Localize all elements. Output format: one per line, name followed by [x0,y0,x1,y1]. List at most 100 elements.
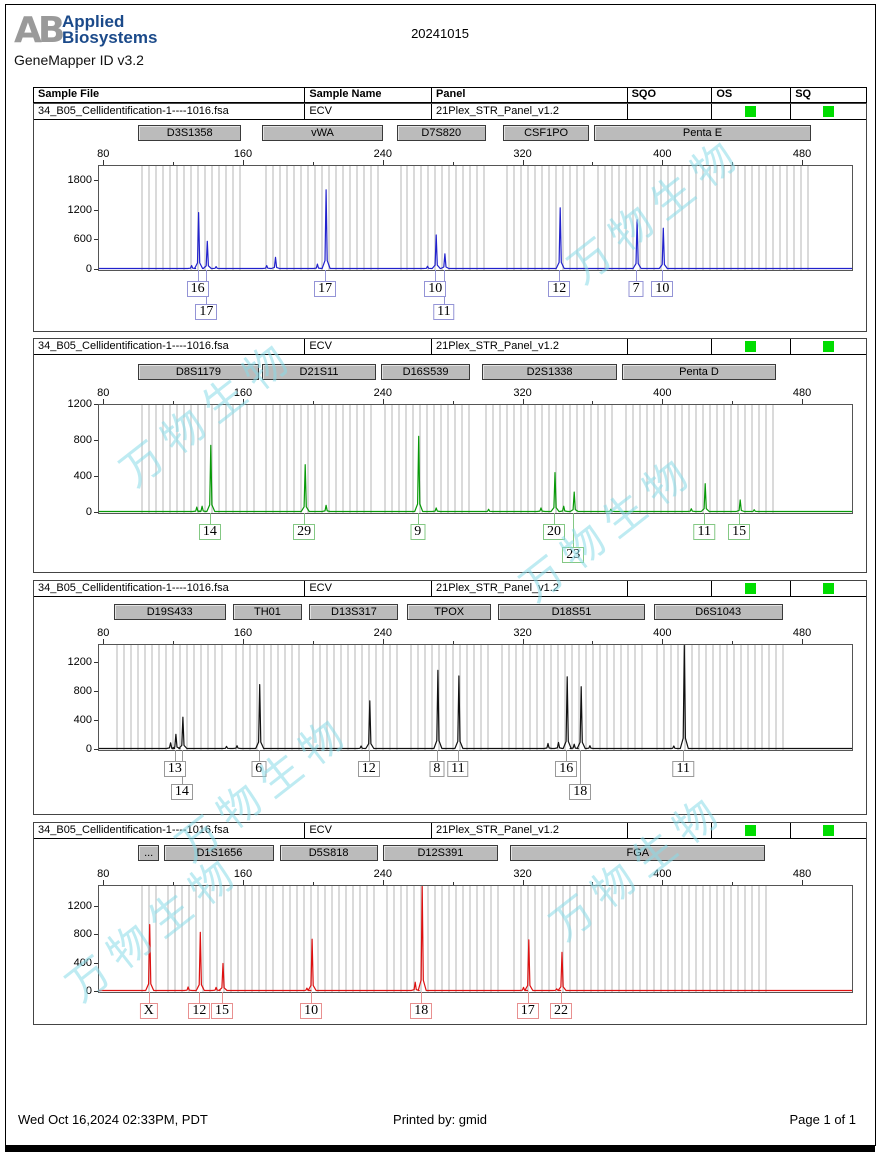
allele-label[interactable]: 16 [555,761,578,777]
y-tick-mark [94,906,98,908]
allele-label[interactable]: 17 [516,1003,539,1019]
x-tick-label: 400 [653,868,672,880]
y-tick-mark [94,512,98,513]
x-tick-label: 160 [233,148,253,160]
allele-label[interactable]: 11 [693,524,715,540]
allele-connector [174,750,176,761]
allele-label[interactable]: 7 [628,281,644,297]
marker-button-D19S433[interactable]: D19S433 [113,604,226,620]
x-tick-mark [382,639,384,644]
x-minor-tick-mark [173,641,175,644]
y-tick-mark [94,440,98,441]
allele-label[interactable]: 13 [163,761,186,777]
allele-label[interactable]: 10 [651,281,674,297]
allele-connector [435,270,437,281]
allele-label[interactable]: 14 [170,784,193,800]
marker-button-D12S391[interactable]: D12S391 [382,845,499,861]
y-tick-mark [94,691,98,693]
allele-label[interactable]: 17 [314,281,337,297]
sqo-cell [628,581,713,596]
marker-button-PentaD[interactable]: Penta D [622,364,776,380]
x-tick-mark [382,160,384,165]
x-minor-tick-mark [732,401,734,404]
allele-label[interactable]: 17 [195,304,218,320]
allele-label[interactable]: 11 [447,761,469,777]
x-tick-mark [802,160,804,165]
allele-label[interactable]: 14 [198,524,221,540]
marker-button-[interactable]: ... [138,845,160,861]
marker-button-D6S1043[interactable]: D6S1043 [653,604,783,620]
x-tick-mark [382,399,384,404]
marker-button-vWA[interactable]: vWA [262,125,383,141]
marker-button-TH01[interactable]: TH01 [232,604,303,620]
x-tick-mark [662,880,664,885]
x-minor-tick-mark [592,641,594,644]
x-minor-tick-mark [732,162,734,165]
allele-label[interactable]: 22 [549,1003,572,1019]
allele-label[interactable]: 23 [562,547,585,563]
allele-label[interactable]: 18 [410,1003,433,1019]
marker-button-D21S11[interactable]: D21S11 [262,364,376,380]
allele-label[interactable]: 20 [542,524,565,540]
col-sample-file: Sample File [34,88,306,102]
app-version: GeneMapper ID v3.2 [14,52,144,68]
footer-page-number: Page 1 of 1 [789,1112,857,1127]
x-tick-label: 80 [97,148,110,160]
marker-button-D7S820[interactable]: D7S820 [396,125,486,141]
electropherogram-plot [98,165,853,271]
y-tick-mark [94,662,98,664]
marker-button-D18S51[interactable]: D18S51 [498,604,645,620]
logo-line2: Biosystems [62,28,158,47]
x-tick-mark [243,399,244,404]
allele-label[interactable]: 6 [251,761,267,777]
marker-button-D5S818[interactable]: D5S818 [279,845,378,861]
allele-label[interactable]: 15 [211,1003,234,1019]
x-tick-label: 160 [233,627,253,639]
y-tick-label: 1200 [67,900,92,913]
allele-label[interactable]: 9 [410,524,426,540]
allele-label[interactable]: 29 [293,524,316,540]
allele-label[interactable]: 12 [357,761,380,777]
marker-button-D13S317[interactable]: D13S317 [309,604,399,620]
marker-button-D1S1656[interactable]: D1S1656 [164,845,275,861]
x-tick-label: 240 [373,148,392,160]
allele-label[interactable]: 15 [728,524,751,540]
allele-label[interactable]: 11 [672,761,695,777]
y-tick-label: 1200 [67,398,92,410]
allele-label[interactable]: 10 [300,1003,323,1019]
sample-panel-cell: 21Plex_STR_Panel_v1.2 [432,339,628,354]
allele-label[interactable]: 16 [186,281,209,297]
x-minor-tick-mark [452,162,454,165]
marker-button-FGA[interactable]: FGA [510,845,766,861]
x-tick-mark [382,880,384,885]
blue-dye-electropherogram-panel: 34_B05_Cellidentification-1----1016.fsa … [33,103,867,332]
col-sq: SQ [795,88,812,100]
marker-button-D2S1338[interactable]: D2S1338 [482,364,617,380]
sample-panel-cell: 21Plex_STR_Panel_v1.2 [432,104,628,119]
x-minor-tick-mark [173,162,175,165]
green-dye-electropherogram-panel: 34_B05_Cellidentification-1----1016.fsa … [33,338,867,573]
marker-button-PentaE[interactable]: Penta E [594,125,811,141]
allele-label[interactable]: 10 [424,281,447,297]
sample-name-cell: ECV [305,339,433,354]
marker-button-CSF1PO[interactable]: CSF1PO [503,125,589,141]
allele-label[interactable]: 12 [548,281,571,297]
page-footer: Wed Oct 16,2024 02:33PM, PDT Printed by:… [0,1112,880,1130]
allele-connector [527,992,529,1003]
marker-button-TPOX[interactable]: TPOX [407,604,492,620]
col-panel: Panel [432,88,628,102]
allele-label[interactable]: 18 [569,784,592,800]
col-sample-name: Sample Name [305,88,433,102]
electropherogram-plot [98,404,853,514]
marker-button-D16S539[interactable]: D16S539 [381,364,471,380]
allele-label[interactable]: X [139,1003,158,1019]
dye-trace [99,435,852,513]
allele-label[interactable]: 8 [429,761,445,777]
marker-button-D8S1179[interactable]: D8S1179 [138,364,259,380]
x-tick-label: 480 [792,868,812,880]
allele-label[interactable]: 12 [188,1003,211,1019]
marker-button-D3S1358[interactable]: D3S1358 [138,125,242,141]
allele-label[interactable]: 11 [433,304,455,320]
sample-name-cell: ECV [305,581,433,596]
allele-connector [421,992,423,1003]
